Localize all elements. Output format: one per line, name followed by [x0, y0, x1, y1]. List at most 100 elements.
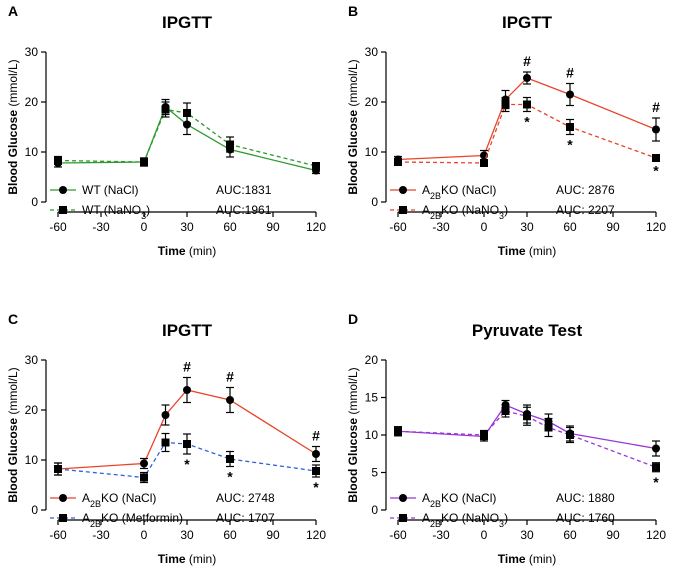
legend-marker: [59, 514, 67, 522]
legend-auc: AUC:1961: [216, 203, 272, 217]
x-tick-label: -30: [432, 220, 450, 234]
data-point: [140, 158, 148, 166]
legend-marker: [399, 206, 407, 214]
y-tick-label: 10: [25, 453, 39, 467]
x-tick-label: 30: [520, 220, 534, 234]
data-point: [652, 463, 660, 472]
y-axis-label: Blood Glucose (mmol/L): [346, 59, 360, 194]
x-axis-label: Time (min): [158, 244, 216, 258]
panel-letter: A: [8, 3, 18, 19]
sig-star: *: [653, 163, 659, 179]
y-tick-label: 30: [25, 45, 39, 59]
data-point: [652, 154, 660, 162]
legend-label: A2BKO (NaNO3): [422, 511, 508, 529]
legend-marker: [399, 186, 407, 194]
y-axis-label: Blood Glucose (mmol/L): [6, 59, 20, 194]
sig-hash: #: [652, 99, 660, 115]
data-point: [161, 411, 170, 419]
panel-b: B IPGTT 0 10 20 30 -60 -30 0 30 60 90 120 Time (min) B…: [346, 3, 666, 258]
x-axis-label: Time (min): [498, 552, 556, 566]
series-line-1: [57, 441, 317, 479]
series-line-1: [397, 103, 657, 164]
x-tick-label: -60: [49, 528, 67, 542]
x-tick-label: -60: [49, 220, 67, 234]
y-tick-label: 20: [25, 403, 39, 417]
data-point: [312, 162, 320, 170]
chart-title: IPGTT: [162, 321, 213, 340]
y-tick-label: 20: [365, 353, 379, 367]
x-tick-label: 60: [563, 528, 577, 542]
chart-title: IPGTT: [162, 13, 213, 32]
x-tick-label: -60: [389, 220, 407, 234]
x-axis-label: Time (min): [158, 552, 216, 566]
data-point: [501, 407, 510, 415]
sig-star: *: [567, 137, 573, 153]
x-tick-label: -30: [92, 220, 110, 234]
y-tick-label: 20: [365, 95, 379, 109]
x-tick-label: 30: [180, 220, 194, 234]
sig-star: *: [653, 474, 659, 490]
panel-letter: D: [348, 311, 358, 327]
data-point: [161, 105, 170, 114]
sig-star: *: [184, 456, 190, 472]
x-tick-label: 120: [306, 220, 326, 234]
data-point: [312, 450, 320, 458]
y-tick-label: 10: [25, 145, 39, 159]
y-tick-label: 10: [365, 428, 379, 442]
legend-marker: [59, 494, 67, 502]
y-tick-label: 30: [365, 45, 379, 59]
x-tick-label: 60: [223, 220, 237, 234]
data-point: [652, 444, 660, 453]
data-point: [312, 467, 320, 475]
x-tick-label: 90: [606, 528, 620, 542]
y-tick-label: 0: [371, 195, 378, 209]
data-point: [140, 459, 148, 468]
x-tick-label: 30: [180, 528, 194, 542]
x-tick-label: 120: [646, 528, 666, 542]
legend-auc: AUC: 2876: [556, 183, 615, 197]
panel-d: D Pyruvate Test 0 5 10 15 20 -60 -30 0 30 60 90 120 Ti…: [346, 311, 666, 566]
legend-label: A2BKO (NaNO3): [422, 203, 508, 221]
x-tick-label: 0: [141, 220, 148, 234]
panel-c: C IPGTT 0 10 20 30 -60 -30 0 30 60 90 120 Time (min) B…: [6, 311, 326, 566]
legend-marker: [59, 186, 67, 194]
data-point: [480, 431, 488, 439]
data-point: [183, 109, 191, 117]
x-tick-label: 30: [520, 528, 534, 542]
x-tick-label: -60: [389, 528, 407, 542]
legend-label: A2BKO (NaCl): [422, 183, 496, 201]
legend-auc: AUC: 1707: [216, 511, 275, 525]
x-tick-label: 0: [481, 220, 488, 234]
sig-star: *: [524, 114, 530, 130]
y-axis-label: Blood Glucose (mmol/L): [6, 367, 20, 502]
data-point: [544, 423, 553, 432]
x-tick-label: 60: [563, 220, 577, 234]
series-line-1: [57, 108, 317, 167]
y-tick-label: 0: [31, 503, 38, 517]
data-point: [226, 140, 234, 149]
data-point: [566, 123, 574, 131]
x-tick-label: 90: [266, 220, 280, 234]
data-point: [394, 158, 402, 166]
x-tick-label: 60: [223, 528, 237, 542]
legend-auc: AUC: 2207: [556, 203, 615, 217]
y-tick-label: 10: [365, 145, 379, 159]
x-axis-label: Time (min): [498, 244, 556, 258]
data-point: [566, 90, 574, 99]
sig-hash: #: [183, 359, 191, 375]
y-tick-label: 20: [25, 95, 39, 109]
x-tick-label: 90: [266, 528, 280, 542]
panel-letter: C: [8, 311, 18, 327]
data-point: [140, 473, 148, 482]
sig-hash: #: [523, 53, 531, 69]
legend-auc: AUC: 1880: [556, 491, 615, 505]
legend-label: A2BKO (NaCl): [422, 491, 496, 509]
chart-title: Pyruvate Test: [472, 321, 583, 340]
data-point: [226, 396, 234, 404]
y-tick-label: 0: [31, 195, 38, 209]
series-line-0: [397, 77, 657, 161]
x-tick-label: -30: [92, 528, 110, 542]
data-point: [523, 100, 531, 109]
data-point: [183, 386, 191, 394]
